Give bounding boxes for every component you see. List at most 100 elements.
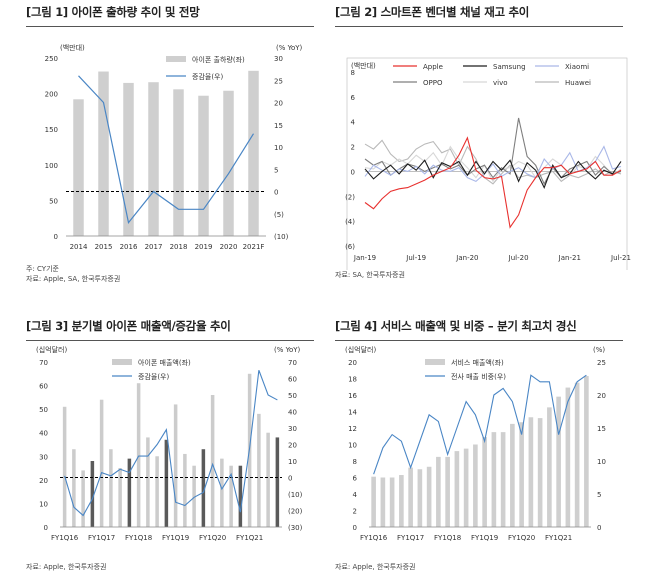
x-tick-2016: 2016 <box>120 243 138 251</box>
y-left-tick: 16 <box>348 392 357 400</box>
bar-services-FY1Q21 <box>556 396 561 527</box>
bar-revenue-FY2Q17 <box>109 449 113 527</box>
bar-revenue-FY3Q17 <box>118 468 122 527</box>
y-right-tick: 60 <box>288 376 297 384</box>
x-tick-2019: 2019 <box>195 243 213 251</box>
bar-services-FY2Q21 <box>565 387 571 527</box>
left-unit-label: (십억달러) <box>345 345 376 354</box>
y-left-tick: 100 <box>45 162 58 170</box>
x-tick-Jul-19: Jul-19 <box>405 254 426 262</box>
y-right-tick: (5) <box>274 211 284 219</box>
y-right-tick: 40 <box>288 409 297 417</box>
y-right-tick: 25 <box>597 359 606 367</box>
y-right-tick: 15 <box>597 425 606 433</box>
bar-services-FY4Q19 <box>510 423 515 527</box>
y-left-tick: 30 <box>39 453 48 461</box>
bar-services-FY4Q17 <box>436 456 441 527</box>
bar-services-FY1Q20 <box>519 422 524 527</box>
bar-revenue-FY2Q18 <box>146 437 150 527</box>
x-tick-Jul-20: Jul-20 <box>508 254 529 262</box>
bar-services-FY2Q17 <box>417 469 423 527</box>
y-tick: (6) <box>345 243 355 251</box>
y-tick: 8 <box>351 69 355 77</box>
bar-services-FY3Q16 <box>389 477 395 527</box>
bar-shipments-2016 <box>123 82 134 236</box>
y-left-tick: 20 <box>348 359 357 367</box>
legend-line-label: 증감율(우) <box>138 373 169 381</box>
right-unit-label: (% YoY) <box>276 44 303 52</box>
y-left-tick: 10 <box>348 442 357 450</box>
growth-line <box>78 75 255 225</box>
legend-label-xiaomi: Xiaomi <box>565 63 589 71</box>
chart-3-note-0: 자료: Apple, 한국투자증권 <box>26 563 107 571</box>
y-tick: 2 <box>351 144 355 152</box>
bar-revenue-FY3Q18 <box>155 456 159 527</box>
y-right-tick: 5 <box>274 166 278 174</box>
x-tick-Jul-21: Jul-21 <box>610 254 631 262</box>
y-right-tick: (10) <box>274 233 289 241</box>
y-right-tick: 20 <box>597 392 606 400</box>
y-left-tick: 250 <box>45 55 58 63</box>
chart-2-svg: (백만대) (6) (4) (2) 0 2 4 6 8 Jan-19 Jul-19 Jan-20 Jul… <box>345 57 631 270</box>
y-left-tick: 0 <box>44 524 48 532</box>
bar-services-FY3Q17 <box>426 466 432 527</box>
bar-services-FY3Q21 <box>574 382 580 527</box>
y-left-tick: 70 <box>39 359 48 367</box>
y-left-tick: 0 <box>353 524 357 532</box>
chart-title-3: [그림 3] 분기별 아이폰 매출액/증감율 추이 <box>26 319 231 333</box>
bar-revenue-FY1Q19 <box>173 404 178 527</box>
x-tick-2014: 2014 <box>70 243 88 251</box>
y-unit-label: (백만대) <box>351 61 376 70</box>
bar-revenue-FY2Q19 <box>183 453 187 527</box>
bar-services-FY4Q16 <box>399 475 404 527</box>
bar-revenue-FY1Q17 <box>99 399 104 527</box>
y-tick: 4 <box>351 119 356 127</box>
series-line-apple <box>364 136 622 229</box>
y-right-tick: (10) <box>288 491 303 499</box>
x-tick-FY1Q17: FY1Q17 <box>88 534 115 542</box>
bar-revenue-FY2Q21 <box>257 413 261 527</box>
title-rule-1 <box>26 26 314 27</box>
legend-bar-label: 서비스 매출액(좌) <box>451 358 504 367</box>
chart-title-2: [그림 2] 스마트폰 벤더별 채널 재고 추이 <box>335 5 530 19</box>
y-left-tick: 150 <box>45 126 58 134</box>
y-right-tick: 20 <box>274 100 283 108</box>
y-right-tick: (20) <box>288 508 303 516</box>
x-tick-FY1Q18: FY1Q18 <box>434 534 461 542</box>
y-right-tick: 25 <box>274 77 283 85</box>
chart-4-note-0: 자료: Apple, 한국투자증권 <box>335 563 416 571</box>
bar-revenue-FY3Q19 <box>192 465 196 527</box>
x-tick-2021F: 2021F <box>243 243 265 251</box>
bar-services-FY1Q19 <box>482 437 487 527</box>
right-unit-label: (%) <box>593 346 605 354</box>
x-tick-Jan-19: Jan-19 <box>353 254 376 262</box>
bar-services-FY4Q20 <box>547 407 552 527</box>
plot-frame <box>346 57 628 270</box>
bar-revenue-FY4Q21 <box>275 437 280 527</box>
y-left-tick: 2 <box>353 508 357 516</box>
x-tick-FY1Q21: FY1Q21 <box>545 534 572 542</box>
y-left-tick: 10 <box>39 500 48 508</box>
bar-revenue-FY1Q16 <box>62 406 67 527</box>
y-right-tick: 50 <box>288 392 297 400</box>
bar-revenue-FY1Q20 <box>210 395 215 527</box>
x-tick-2018: 2018 <box>170 243 188 251</box>
bar-revenue-FY2Q16 <box>72 449 76 527</box>
y-left-tick: 8 <box>353 458 357 466</box>
bar-revenue-FY1Q18 <box>136 383 141 527</box>
x-tick-FY1Q17: FY1Q17 <box>397 534 424 542</box>
x-tick-2020: 2020 <box>220 243 238 251</box>
bar-revenue-FY4Q18 <box>164 439 169 527</box>
y-right-tick: 0 <box>597 524 601 532</box>
y-right-tick: 10 <box>274 144 283 152</box>
x-tick-FY1Q20: FY1Q20 <box>508 534 535 542</box>
x-tick-FY1Q20: FY1Q20 <box>199 534 226 542</box>
bar-services-FY1Q18 <box>445 456 450 527</box>
bar-revenue-FY4Q19 <box>201 449 206 527</box>
chart-2-note-0: 자료: SA, 한국투자증권 <box>335 271 405 279</box>
legend-label-huawei: Huawei <box>565 79 591 87</box>
bar-services-FY2Q20 <box>528 417 534 527</box>
series-line-huawei <box>364 139 622 185</box>
bar-services-FY3Q19 <box>500 432 506 527</box>
x-tick-2017: 2017 <box>145 243 163 251</box>
